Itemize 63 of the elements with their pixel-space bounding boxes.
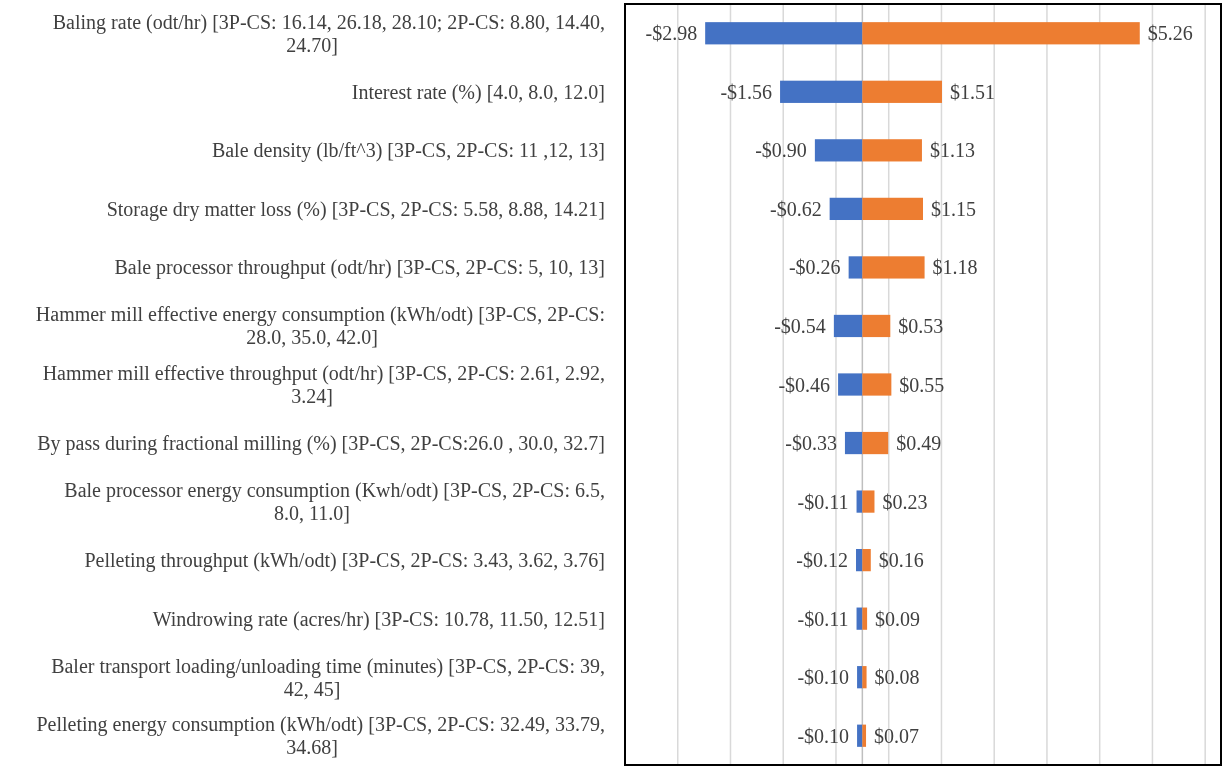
bar xyxy=(844,431,863,455)
bar xyxy=(862,666,867,689)
bar xyxy=(857,724,863,747)
y-tick-label: Bale processor energy consumption (Kwh/odt) [3P-CS, 2P-CS: 6.5, 8.0, 11.0] xyxy=(64,479,605,525)
data-label: -$0.62 xyxy=(769,197,822,220)
bar xyxy=(862,256,925,279)
data-label: $0.23 xyxy=(882,490,928,513)
data-label: -$1.56 xyxy=(720,80,773,103)
bar xyxy=(780,80,863,103)
data-label: -$0.46 xyxy=(778,373,831,396)
data-label: -$0.11 xyxy=(797,607,849,630)
bar xyxy=(862,548,871,572)
data-label: -$0.11 xyxy=(797,490,849,513)
data-label: -$2.98 xyxy=(645,22,698,45)
data-label: $0.16 xyxy=(878,549,924,572)
bar xyxy=(862,80,942,103)
bar xyxy=(862,139,922,162)
y-tick-label: Windrowing rate (acres/hr) [3P-CS: 10.78, 11.50, 12.51] xyxy=(152,607,605,631)
data-label: $0.49 xyxy=(896,432,942,455)
y-tick-label: Interest rate (%) [4.0, 8.0, 12.0] xyxy=(351,80,605,104)
bar xyxy=(862,490,875,513)
y-tick-label: Bale processor throughput (odt/hr) [3P-CS, 2P-CS: 5, 10, 13] xyxy=(114,256,605,280)
data-label: $1.15 xyxy=(931,197,976,220)
y-tick-label: Baling rate (odt/hr) [3P-CS: 16.14, 26.18, 28.10; 2P-CS: 8.80, 14.40, 24.70] xyxy=(52,10,605,56)
data-label: $0.08 xyxy=(874,666,920,689)
bar xyxy=(862,197,923,221)
data-label: -$0.90 xyxy=(755,139,807,162)
data-label: $1.18 xyxy=(932,256,978,279)
data-label: $1.51 xyxy=(949,80,995,103)
data-label: $0.09 xyxy=(875,607,921,630)
bar xyxy=(862,22,1140,45)
bar xyxy=(856,548,863,572)
y-tick-label: Baler transport loading/unloading time (minutes) [3P-CS, 2P-CS: 39, 42, 45] xyxy=(51,654,605,700)
bar xyxy=(862,431,889,455)
bar xyxy=(862,724,867,747)
y-tick-label: Hammer mill effective energy consumption (kWh/odt) [3P-CS, 2P-CS: 28.0, 35.0, 42.0] xyxy=(35,303,605,349)
y-tick-label: Pelleting energy consumption (kWh/odt) [3P-CS, 2P-CS: 32.49, 33.79, 34.68] xyxy=(36,713,605,759)
bar xyxy=(862,373,892,396)
data-label: $0.55 xyxy=(899,373,945,396)
y-tick-label: Pelleting throughput (kWh/odt) [3P-CS, 2P-CS: 3.43, 3.62, 3.76] xyxy=(84,549,605,573)
bar xyxy=(862,607,868,630)
data-label: $5.26 xyxy=(1147,22,1193,45)
bar xyxy=(705,22,863,45)
y-tick-label: Hammer mill effective throughput (odt/hr) [3P-CS, 2P-CS: 2.61, 2.92, 3.24] xyxy=(42,362,605,407)
y-tick-label: Storage dry matter loss (%) [3P-CS, 2P-CS: 5.58, 8.88, 14.21] xyxy=(106,197,605,221)
data-label: -$0.33 xyxy=(785,432,837,455)
data-label: -$0.12 xyxy=(796,549,849,572)
data-label: -$0.54 xyxy=(774,314,826,337)
bar xyxy=(862,314,891,338)
bar xyxy=(857,666,863,689)
data-label: $1.13 xyxy=(929,139,975,162)
bar xyxy=(814,139,863,162)
bar xyxy=(829,197,863,221)
data-label: $0.07 xyxy=(874,724,920,747)
bar xyxy=(838,373,863,396)
data-label: -$0.26 xyxy=(788,256,841,279)
data-label: -$0.10 xyxy=(797,666,850,689)
data-label: $0.53 xyxy=(898,314,944,337)
bar xyxy=(833,314,863,338)
y-tick-label: Bale density (lb/ft^3) [3P-CS, 2P-CS: 11 ,12, 13] xyxy=(211,139,605,163)
y-tick-label: By pass during fractional milling (%) [3P-CS, 2P-CS:26.0 , 30.0, 32.7] xyxy=(37,432,605,456)
data-label: -$0.10 xyxy=(797,724,850,747)
bar xyxy=(848,256,863,279)
